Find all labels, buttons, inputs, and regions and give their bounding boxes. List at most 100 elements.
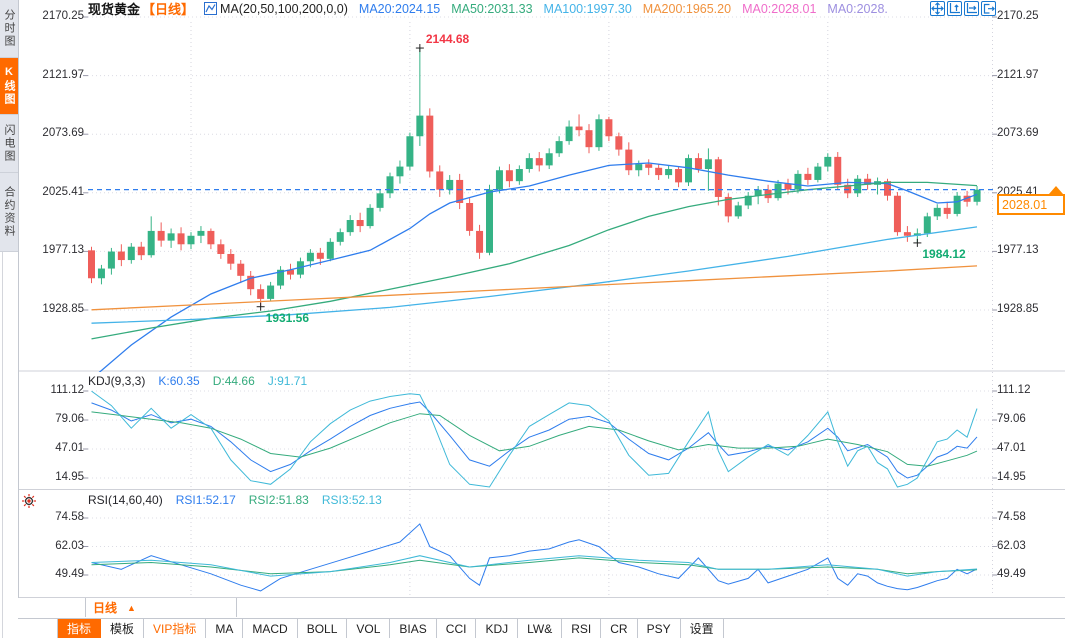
candle — [346, 215, 354, 236]
indicator-tabs: 指标 模板 VIP指标 MA MACD BOLL VOL BIAS CCI KDJ LW& RSI CR… — [57, 619, 724, 638]
candle — [854, 175, 862, 197]
tab-指标[interactable]: 指标 — [57, 619, 102, 638]
kdj-line-d — [91, 411, 978, 467]
candle — [893, 192, 901, 236]
sidebar-tab-4[interactable]: 合约资料 — [0, 173, 18, 252]
candle — [804, 167, 812, 185]
tab-RSI[interactable]: RSI — [562, 619, 602, 638]
indicator-tabbar: 指标 模板 VIP指标 MA MACD BOLL VOL BIAS CCI KDJ LW& RSI CR… — [18, 618, 1065, 638]
chart-toolbar — [930, 1, 996, 16]
sidebar-tab-3[interactable]: 闪电图 — [0, 115, 18, 173]
chart-header: 现货黄金 【日线】 MA(20,50,100,200,0,0) MA20:202… — [88, 0, 888, 18]
candle — [655, 164, 663, 180]
candle — [645, 159, 653, 176]
period-up-arrow-icon: ▲ — [127, 602, 136, 613]
tab-CCI[interactable]: CCI — [436, 619, 477, 638]
tab-MACD[interactable]: MACD — [243, 619, 298, 638]
candle — [864, 173, 872, 190]
tab-VOL[interactable]: VOL — [347, 619, 391, 638]
candle — [466, 198, 474, 236]
ma-legend-value: MA50:2031.33 — [451, 1, 533, 16]
candle — [326, 238, 334, 262]
candle — [943, 201, 951, 219]
tab-BOLL[interactable]: BOLL — [297, 619, 348, 638]
scale-x-axis-button[interactable] — [964, 1, 979, 16]
tab-MA[interactable]: MA — [206, 619, 244, 638]
candle — [874, 177, 882, 195]
tab-设置[interactable]: 设置 — [680, 619, 724, 638]
tab-VIP指标[interactable]: VIP指标 — [144, 619, 207, 638]
candle — [814, 162, 822, 183]
candle — [406, 132, 414, 171]
candle — [794, 170, 802, 194]
sidebar-tab-1[interactable]: 分时图 — [0, 0, 18, 58]
candle — [665, 165, 673, 179]
candle — [525, 153, 533, 173]
tab-BIAS[interactable]: BIAS — [390, 619, 437, 638]
candle — [416, 48, 424, 146]
candle — [88, 246, 95, 284]
price-up-arrow-icon — [1049, 186, 1063, 194]
rsi-title: RSI(14,60,40) — [88, 493, 163, 507]
candle — [585, 124, 593, 154]
candle — [565, 120, 573, 145]
ma-legend-value: MA200:1965.20 — [642, 1, 732, 16]
indicator-formula: MA(20,50,100,200,0,0) — [220, 1, 348, 16]
period-selector-label: 日线 — [93, 601, 118, 615]
period-selector[interactable]: 日线 ▲ — [85, 598, 237, 617]
symbol-title: 现货黄金 — [88, 2, 141, 17]
ma-legend-value: MA0:2028.01 — [742, 1, 817, 16]
candle — [495, 166, 503, 194]
rsi1-value: RSI1:52.17 — [175, 493, 236, 507]
kdj-k-value: K:60.35 — [158, 374, 200, 388]
candle — [724, 193, 732, 223]
tab-LW&[interactable]: LW& — [518, 619, 563, 638]
exit-fullscreen-button[interactable] — [981, 1, 996, 16]
kdj-d-value: D:44.66 — [212, 374, 255, 388]
rsi-panel-header: RSI(14,60,40) RSI1:52.17 RSI2:51.83 RSI3… — [88, 493, 382, 507]
sidebar-tab-2[interactable]: K线图 — [0, 58, 18, 115]
ma-line-ma20 — [98, 162, 978, 372]
tab-CR[interactable]: CR — [601, 619, 638, 638]
candle — [197, 226, 205, 244]
candles — [88, 48, 981, 307]
last-price-tag: 2028.01 — [997, 194, 1065, 215]
candle — [117, 244, 125, 267]
candle — [227, 249, 235, 270]
candle — [595, 114, 603, 151]
candle — [277, 266, 285, 290]
kdj-line-j — [91, 390, 978, 488]
candle — [923, 212, 931, 237]
candle — [555, 136, 563, 157]
ma-line-ma50 — [91, 181, 978, 340]
candle — [107, 247, 115, 275]
candle — [446, 175, 454, 195]
sidebar: 分时图 K线图 闪电图 合约资料 — [0, 0, 19, 638]
candle — [515, 165, 523, 185]
scale-y-axis-button[interactable] — [947, 1, 962, 16]
candle — [436, 165, 444, 197]
indicator-settings-sun-icon[interactable] — [21, 493, 37, 512]
candle — [287, 263, 294, 280]
candle — [505, 164, 513, 188]
tab-PSY[interactable]: PSY — [637, 619, 681, 638]
candle — [456, 173, 464, 210]
candle — [237, 260, 245, 284]
candle — [336, 228, 344, 246]
candle — [605, 116, 613, 142]
candle — [963, 190, 971, 207]
ma-line-ma200 — [91, 265, 978, 311]
crosshair-move-button[interactable] — [930, 1, 945, 16]
kdj-panel-header: KDJ(9,3,3) K:60.35 D:44.66 J:91.71 — [88, 374, 307, 388]
candle — [933, 204, 941, 221]
sidebar-filler — [2, 252, 18, 638]
tab-KDJ[interactable]: KDJ — [476, 619, 519, 638]
candle — [615, 132, 623, 156]
last-price-value: 2028.01 — [1002, 197, 1048, 212]
candle — [217, 239, 225, 259]
tab-模板[interactable]: 模板 — [101, 619, 145, 638]
rsi-line-rsi1 — [91, 523, 978, 592]
candle — [824, 153, 832, 172]
